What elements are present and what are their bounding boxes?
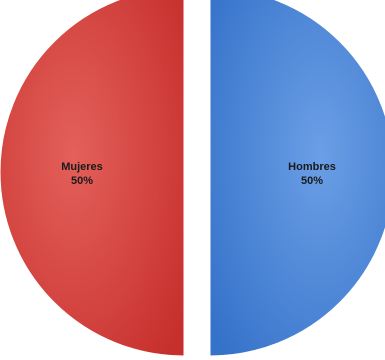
pie-slice-hombres bbox=[209, 0, 385, 357]
slice-label-hombres: Hombres bbox=[288, 161, 336, 173]
slice-label-mujeres: Mujeres bbox=[61, 161, 103, 173]
pie-labels: Mujeres 50% Hombres 50% bbox=[61, 161, 336, 187]
slice-value-mujeres: 50% bbox=[71, 175, 93, 187]
slice-value-hombres: 50% bbox=[301, 175, 323, 187]
pie-slice-mujeres bbox=[0, 0, 185, 357]
